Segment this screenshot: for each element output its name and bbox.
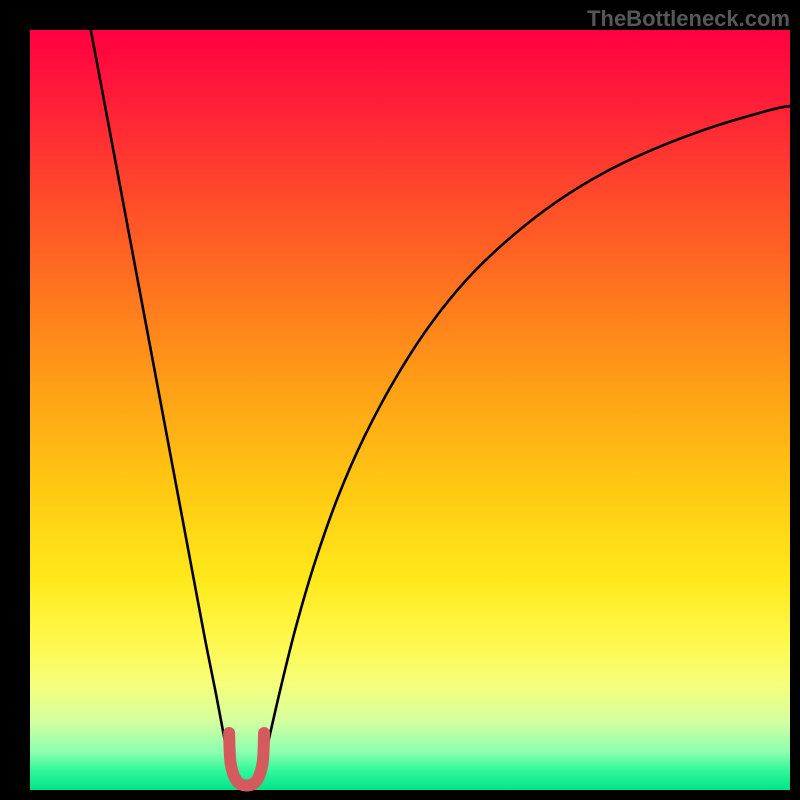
bottleneck-chart: TheBottleneck.com	[0, 0, 800, 800]
plot-background	[30, 30, 790, 790]
chart-container: TheBottleneck.com	[0, 0, 800, 800]
watermark-text: TheBottleneck.com	[587, 6, 790, 31]
